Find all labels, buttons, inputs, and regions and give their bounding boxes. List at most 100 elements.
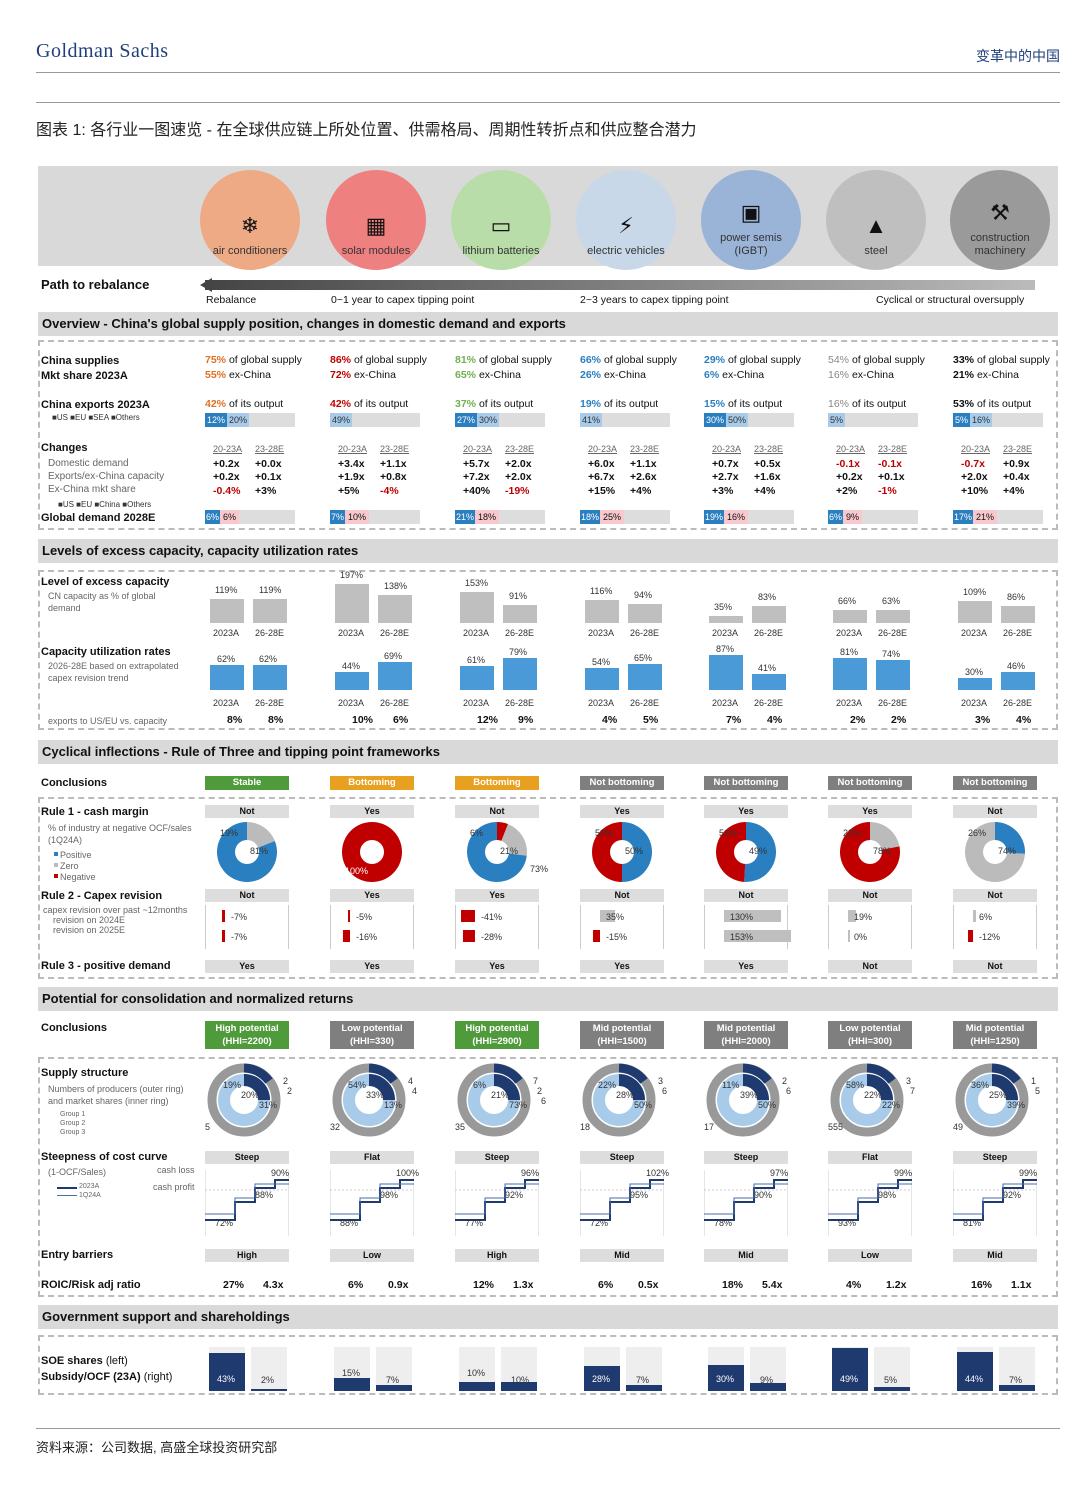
- excess-bar-2628: [752, 606, 786, 623]
- donut-outer-seg: [243, 1063, 273, 1084]
- supply-share-6: 33% of global supply: [953, 354, 1050, 366]
- label-steep-sub: (1-OCF/Sales): [48, 1167, 107, 1177]
- y2628-a: 26-28E: [878, 628, 908, 638]
- industry-name-5: steel: [864, 245, 888, 257]
- steep-badge-2: Steep: [455, 1151, 539, 1164]
- label-rule1-sub: % of industry at negative OCF/sales (1Q2…: [48, 823, 192, 845]
- subsid-val: 2%: [261, 1375, 275, 1385]
- gd-eu: 9%: [843, 510, 863, 524]
- change-mkt-5-0: +2%: [836, 485, 858, 497]
- soe-val: 44%: [965, 1374, 984, 1384]
- excess-bar-2023: [709, 616, 743, 623]
- subsid-bar: [251, 1389, 287, 1391]
- label-conclusions-1: Conclusions: [41, 777, 108, 789]
- gov-chart-0: [205, 1347, 289, 1391]
- excess-bar-2628: [253, 599, 287, 623]
- xcap-1: 3%: [975, 714, 991, 726]
- gd-us: 21%: [455, 510, 476, 524]
- label-cu: Capacity utilization rates: [41, 646, 171, 658]
- excess-val-2: 94%: [634, 590, 653, 601]
- label-cu-sub: 2026-28E based on extrapolated capex rev…: [48, 661, 179, 683]
- y2628-a: 26-28E: [505, 628, 535, 638]
- entry-badge-3: Mid: [580, 1249, 664, 1262]
- cu-bar-2023: [460, 665, 494, 690]
- pie-label: 81%: [250, 846, 269, 856]
- xcap-1: 10%: [352, 714, 374, 726]
- cost-val-1: 102%: [646, 1168, 670, 1178]
- excess-bar-2023: [335, 583, 369, 623]
- entry-badge-1: Low: [330, 1249, 414, 1262]
- soe-bar: [708, 1364, 744, 1391]
- change-mkt-2-1: -19%: [505, 485, 530, 497]
- gd-us: 6%: [828, 510, 844, 524]
- xcap-2: 8%: [268, 714, 284, 726]
- yrs-b-2: 23-28E: [505, 444, 535, 454]
- steep-badge-3: Steep: [580, 1151, 664, 1164]
- potential-badge-0: High potential (HHI=2200): [205, 1021, 289, 1049]
- rule1-pie-4: [716, 822, 776, 882]
- supply-share-3: 66% of global supply: [580, 354, 677, 366]
- xcap-1: 12%: [477, 714, 499, 726]
- title-rule: [36, 102, 1060, 103]
- cost-curve-3: [580, 1170, 664, 1236]
- rule1-pie-0: [217, 822, 277, 882]
- excess-bar-2628: [378, 595, 412, 623]
- label-exports-cap: exports to US/EU vs. capacity: [48, 716, 168, 726]
- xcap-2: 5%: [643, 714, 659, 726]
- rule2-chart-3: [580, 905, 664, 949]
- pie-label: 26%: [968, 828, 987, 838]
- legend-g1: Group 1: [60, 1111, 86, 1118]
- roic-1: 16%: [971, 1279, 993, 1291]
- yrs-a-3: 20-23A: [588, 444, 618, 454]
- supply-count: 2: [782, 1076, 788, 1086]
- cost-val-2: 98%: [878, 1190, 897, 1200]
- supply-count: 6: [541, 1096, 547, 1106]
- donut-inner-seg: [368, 1074, 395, 1101]
- soe-val: 10%: [467, 1368, 486, 1378]
- roic-1: 18%: [722, 1279, 744, 1291]
- y2023-a: 2023A: [213, 628, 240, 638]
- rev-val: 130%: [730, 912, 754, 922]
- subsid-val: 10%: [511, 1375, 530, 1385]
- y2023-b: 2023A: [961, 698, 988, 708]
- supply-share: 28%: [616, 1090, 635, 1100]
- donut-outer-seg: [991, 1063, 1021, 1084]
- supply-share-5: 54% of global supply: [828, 354, 925, 366]
- excess-val-1: 109%: [963, 587, 987, 598]
- rev-bar: [347, 910, 350, 922]
- donut-inner-seg: [243, 1074, 270, 1101]
- xcap-1: 2%: [850, 714, 866, 726]
- change-dom-4-0: +0.7x: [712, 458, 739, 470]
- legend-gd: ■US ■EU ■China ■Others: [58, 500, 152, 509]
- cu-bar-2628: [876, 660, 910, 690]
- change-mkt-1-0: +5%: [338, 485, 360, 497]
- label-changes: Changes: [41, 442, 88, 454]
- supply-count: 18: [580, 1122, 591, 1132]
- cu-chart-2: [455, 650, 545, 690]
- cu-val-1: 87%: [716, 644, 735, 655]
- yrs-b-4: 23-28E: [754, 444, 784, 454]
- industry-name-2: lithium batteries: [462, 245, 540, 257]
- curve-1q24: [455, 1183, 539, 1215]
- excess-val-2: 119%: [259, 585, 282, 596]
- global-demand-bar-2: 21% 18%: [455, 510, 545, 524]
- supply-share: 36%: [971, 1080, 990, 1090]
- gd-us: 18%: [580, 510, 601, 524]
- entry-badge-5: Low: [828, 1249, 912, 1262]
- y2023-a: 2023A: [588, 628, 615, 638]
- path-p2: 2~3 years to capex tipping point: [580, 294, 729, 306]
- excess-val-1: 119%: [215, 585, 238, 596]
- cu-bar-2023: [335, 672, 369, 690]
- legend-pos-swatch: [54, 852, 58, 856]
- donut-inner-seg: [493, 1074, 520, 1101]
- supply-count: 7: [533, 1076, 539, 1086]
- roic-2: 0.5x: [638, 1279, 659, 1291]
- label-global-demand: Global demand 2028E: [41, 512, 156, 524]
- roic-2: 1.2x: [886, 1279, 907, 1291]
- rev-bar: [724, 910, 781, 922]
- yrs-b-1: 23-28E: [380, 444, 410, 454]
- exports-seg: 12%: [205, 413, 228, 427]
- supply-count: 555: [828, 1122, 844, 1132]
- cost-val-1: 99%: [1019, 1168, 1038, 1178]
- supply-share: 22%: [882, 1100, 901, 1110]
